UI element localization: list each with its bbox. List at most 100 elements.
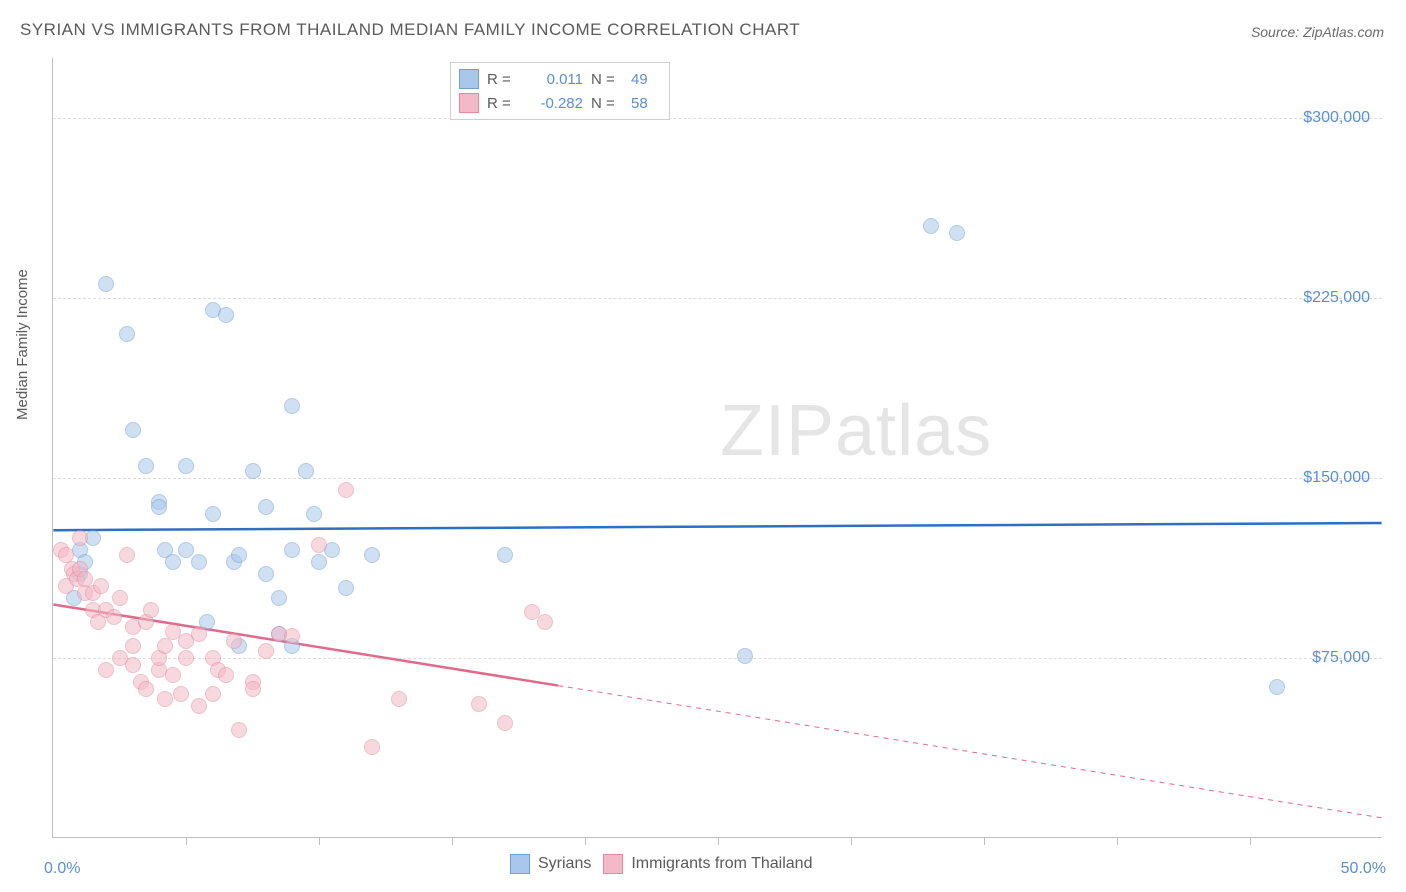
data-point xyxy=(284,542,300,558)
data-point xyxy=(737,648,753,664)
data-point xyxy=(258,643,274,659)
data-point xyxy=(245,463,261,479)
x-tick xyxy=(585,837,586,845)
r-label: R = xyxy=(487,71,515,88)
data-point xyxy=(231,547,247,563)
data-point xyxy=(165,667,181,683)
data-point xyxy=(231,722,247,738)
data-point xyxy=(93,578,109,594)
data-point xyxy=(125,638,141,654)
data-point xyxy=(218,307,234,323)
data-point xyxy=(119,547,135,563)
y-tick-label: $225,000 xyxy=(1303,289,1370,307)
data-point xyxy=(1269,679,1285,695)
data-point xyxy=(178,542,194,558)
data-point xyxy=(923,218,939,234)
correlation-legend: R = 0.011 N = 49 R = -0.282 N = 58 xyxy=(450,62,670,120)
correlation-row: R = -0.282 N = 58 xyxy=(459,91,661,115)
data-point xyxy=(178,458,194,474)
data-point xyxy=(497,715,513,731)
data-point xyxy=(258,566,274,582)
x-tick xyxy=(1117,837,1118,845)
x-tick xyxy=(452,837,453,845)
n-label: N = xyxy=(591,71,623,88)
swatch-icon xyxy=(459,93,479,113)
chart-title: SYRIAN VS IMMIGRANTS FROM THAILAND MEDIA… xyxy=(20,20,800,40)
data-point xyxy=(165,554,181,570)
n-value: 49 xyxy=(631,71,661,88)
data-point xyxy=(471,696,487,712)
data-point xyxy=(258,499,274,515)
r-value: -0.282 xyxy=(523,95,583,112)
data-point xyxy=(191,626,207,642)
r-value: 0.011 xyxy=(523,71,583,88)
legend-label: Immigrants from Thailand xyxy=(631,855,812,873)
data-point xyxy=(138,681,154,697)
data-point xyxy=(125,422,141,438)
data-point xyxy=(151,499,167,515)
data-point xyxy=(157,691,173,707)
data-point xyxy=(98,276,114,292)
y-tick-label: $150,000 xyxy=(1303,469,1370,487)
data-point xyxy=(497,547,513,563)
data-point xyxy=(311,537,327,553)
n-value: 58 xyxy=(631,95,661,112)
data-point xyxy=(119,326,135,342)
x-axis-max-label: 50.0% xyxy=(1341,860,1386,878)
data-point xyxy=(157,638,173,654)
y-axis-label: Median Family Income xyxy=(14,269,31,420)
x-tick xyxy=(718,837,719,845)
gridline xyxy=(53,118,1382,119)
data-point xyxy=(191,698,207,714)
data-point xyxy=(205,506,221,522)
data-point xyxy=(125,657,141,673)
data-point xyxy=(949,225,965,241)
data-point xyxy=(338,580,354,596)
n-label: N = xyxy=(591,95,623,112)
data-point xyxy=(271,590,287,606)
legend-label: Syrians xyxy=(538,855,591,873)
data-point xyxy=(306,506,322,522)
swatch-icon xyxy=(603,854,623,874)
data-point xyxy=(173,686,189,702)
data-point xyxy=(72,530,88,546)
data-point xyxy=(112,590,128,606)
data-point xyxy=(364,547,380,563)
data-point xyxy=(143,602,159,618)
x-tick xyxy=(319,837,320,845)
data-point xyxy=(106,609,122,625)
swatch-icon xyxy=(459,69,479,89)
data-point xyxy=(284,628,300,644)
x-tick xyxy=(186,837,187,845)
data-point xyxy=(191,554,207,570)
data-point xyxy=(245,681,261,697)
x-axis-min-label: 0.0% xyxy=(44,860,80,878)
legend-item-syrians: Syrians xyxy=(510,854,591,874)
data-point xyxy=(311,554,327,570)
data-point xyxy=(226,633,242,649)
data-point xyxy=(364,739,380,755)
data-point xyxy=(284,398,300,414)
data-point xyxy=(298,463,314,479)
data-point xyxy=(178,650,194,666)
data-point xyxy=(391,691,407,707)
x-tick xyxy=(1250,837,1251,845)
y-tick-label: $300,000 xyxy=(1303,109,1370,127)
data-point xyxy=(98,662,114,678)
data-point xyxy=(537,614,553,630)
correlation-row: R = 0.011 N = 49 xyxy=(459,67,661,91)
source-attribution: Source: ZipAtlas.com xyxy=(1251,24,1384,40)
plot-area: $75,000 $150,000 $225,000 $300,000 xyxy=(52,58,1382,838)
data-point xyxy=(218,667,234,683)
gridline xyxy=(53,658,1382,659)
data-point xyxy=(338,482,354,498)
trend-lines xyxy=(53,58,1382,837)
y-tick-label: $75,000 xyxy=(1312,649,1370,667)
x-tick xyxy=(984,837,985,845)
r-label: R = xyxy=(487,95,515,112)
gridline xyxy=(53,298,1382,299)
series-legend: Syrians Immigrants from Thailand xyxy=(510,854,812,874)
data-point xyxy=(205,686,221,702)
x-tick xyxy=(851,837,852,845)
legend-item-thailand: Immigrants from Thailand xyxy=(603,854,812,874)
